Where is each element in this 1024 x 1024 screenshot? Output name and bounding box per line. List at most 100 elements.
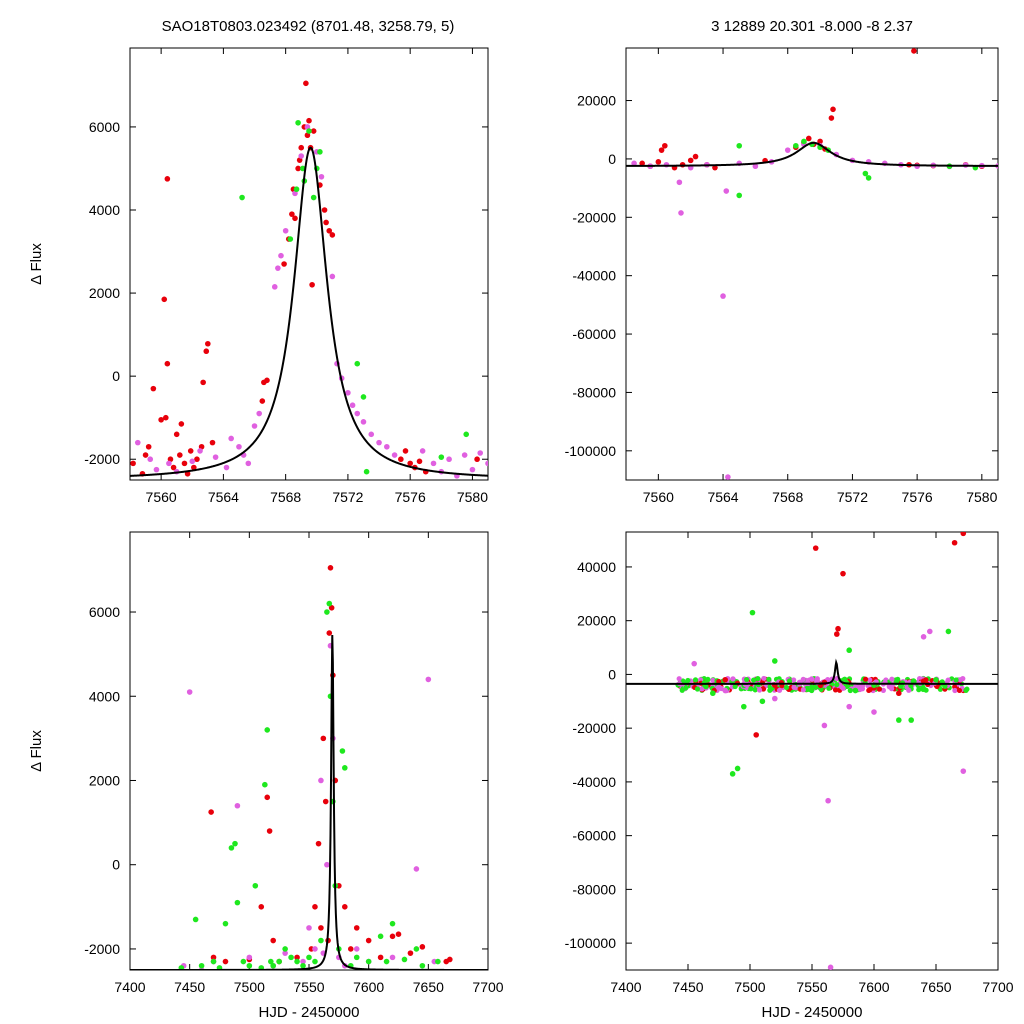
band-point (920, 684, 926, 690)
data-point-magenta (278, 252, 284, 259)
data-point-magenta (275, 265, 281, 271)
data-point-magenta (236, 443, 242, 450)
data-point-magenta (318, 173, 325, 180)
data-point-magenta (234, 802, 241, 809)
x-tick-label: 7560 (146, 489, 177, 505)
data-point-green (306, 954, 312, 961)
data-point-green (239, 194, 245, 201)
data-point-red (911, 48, 917, 54)
band-point (809, 676, 815, 682)
data-point-red (326, 630, 333, 636)
x-tick-label: 7550 (796, 979, 827, 995)
data-point-red (662, 142, 668, 149)
data-point-green (736, 192, 743, 199)
y-tick-label: -2000 (84, 941, 120, 957)
data-point-red (310, 128, 317, 134)
data-point-magenta (186, 689, 193, 695)
data-point-red (320, 735, 327, 742)
x-tick-label: 7576 (395, 489, 426, 505)
data-point-red (687, 157, 694, 164)
data-point-red (753, 732, 759, 738)
band-point (862, 676, 869, 682)
data-point-red (321, 207, 328, 213)
data-point-red (209, 439, 216, 446)
data-point-magenta (825, 797, 831, 804)
x-tick-label: 7580 (457, 489, 488, 505)
data-point-red (419, 944, 426, 950)
data-point-red (830, 106, 836, 113)
data-point-green (339, 748, 346, 754)
data-point-green (377, 933, 384, 940)
band-point (791, 677, 797, 683)
x-tick-label: 7700 (982, 979, 1013, 995)
data-point-green (324, 609, 330, 615)
data-point-magenta (784, 147, 791, 153)
x-tick-label: 7600 (353, 979, 384, 995)
data-point-green (413, 946, 420, 952)
band-point (956, 687, 963, 694)
data-point-magenta (349, 402, 356, 409)
y-tick-label: 6000 (89, 119, 120, 135)
data-point-magenta (871, 709, 877, 715)
band-point (748, 686, 754, 692)
y-tick-label: 0 (608, 151, 616, 167)
band-point (751, 677, 757, 683)
data-point-magenta (360, 419, 367, 425)
band-point (755, 675, 761, 682)
band-point (800, 676, 806, 683)
y-tick-label: 2000 (89, 772, 120, 788)
data-point-red (145, 443, 152, 450)
data-point-green (360, 394, 367, 400)
data-point-magenta (425, 676, 432, 683)
data-point-red (191, 464, 197, 471)
data-point-green (326, 600, 333, 607)
x-tick-label: 7572 (332, 489, 363, 505)
data-point-red (264, 377, 270, 384)
plot-frame (129, 531, 489, 971)
data-point-green (240, 958, 247, 965)
band-point (910, 678, 916, 684)
data-point-red (398, 456, 404, 463)
data-point-red (407, 460, 413, 467)
data-point-red (158, 416, 164, 423)
band-point (752, 687, 758, 693)
data-point-magenta (318, 777, 324, 784)
data-point-green (846, 647, 852, 654)
data-point-green (342, 765, 348, 771)
band-point (847, 687, 853, 694)
data-point-magenta (722, 687, 728, 694)
x-tick-label: 7400 (114, 979, 145, 995)
band-point (676, 676, 682, 682)
data-point-magenta (153, 466, 160, 473)
band-point (776, 687, 783, 693)
x-axis-label: HJD - 2450000 (259, 1004, 360, 1021)
data-point-green (772, 658, 778, 664)
data-point-red (951, 539, 958, 546)
data-point-green (312, 958, 318, 965)
data-point-red (326, 227, 333, 234)
x-tick-label: 7572 (837, 489, 868, 505)
y-tick-label: -20000 (572, 209, 616, 225)
data-point-green (945, 628, 952, 635)
data-point-green (354, 360, 361, 367)
data-point-red (312, 904, 318, 910)
data-point-magenta (960, 768, 967, 774)
data-point-green (300, 962, 306, 969)
data-point-red (161, 296, 168, 303)
data-point-green (268, 958, 274, 965)
data-point-red (164, 176, 171, 182)
data-point-magenta (846, 703, 852, 710)
data-point-magenta (212, 454, 219, 460)
data-point-magenta (446, 456, 452, 463)
data-point-red (353, 925, 360, 931)
data-point-red (840, 570, 846, 577)
data-point-magenta (477, 450, 484, 456)
data-point-green (222, 920, 229, 927)
data-point-green (318, 937, 324, 944)
data-point-green (293, 186, 300, 193)
data-point-magenta (391, 452, 398, 458)
data-point-green (435, 958, 441, 965)
data-point-magenta (282, 950, 288, 956)
band-point (826, 685, 832, 691)
plot-frame (625, 47, 999, 481)
